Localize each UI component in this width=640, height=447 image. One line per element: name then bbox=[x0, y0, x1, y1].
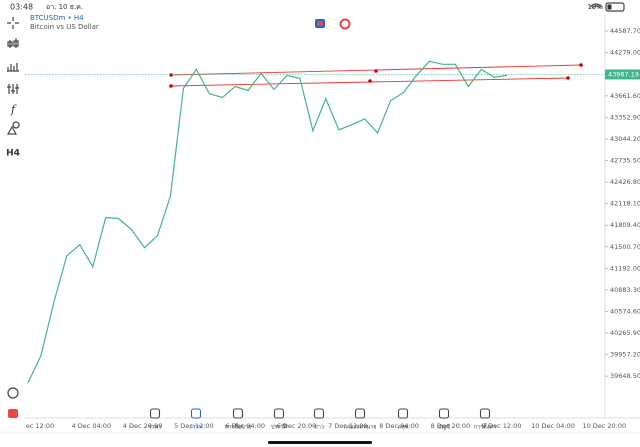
tab-item[interactable]: กล่องจดหมาย bbox=[343, 408, 377, 431]
tab-label: ราคา bbox=[149, 425, 162, 431]
tab-item[interactable]: บัญชี bbox=[438, 408, 450, 431]
tab-icon bbox=[149, 408, 161, 419]
tab-item[interactable]: กราฟ bbox=[189, 408, 203, 431]
x-tick-label: 4 Dec 20:00 bbox=[123, 422, 163, 430]
y-tick-label: 39648.50 bbox=[610, 372, 640, 380]
y-tick-label: 42118.10 bbox=[610, 200, 640, 208]
buy-sell-inner bbox=[317, 21, 323, 26]
tab-label: การซื้อขาย bbox=[225, 423, 251, 431]
tab-icon bbox=[273, 408, 285, 419]
tab-item[interactable]: ข่าว bbox=[313, 408, 325, 431]
x-tick-label: 6 Dec 20:00 bbox=[277, 422, 317, 430]
tab-icon bbox=[354, 408, 366, 419]
trend-channel[interactable] bbox=[169, 63, 583, 88]
x-tick-label: 4 Dec 04:00 bbox=[72, 422, 112, 430]
tab-label: แชท bbox=[398, 424, 409, 431]
indicators-tool[interactable] bbox=[7, 63, 19, 72]
wifi-icon bbox=[589, 3, 603, 9]
current-price-label: 43967.19 bbox=[608, 70, 639, 78]
crosshair-tool[interactable] bbox=[7, 17, 19, 29]
zoom-tool[interactable] bbox=[7, 387, 19, 399]
status-time: 03:48 bbox=[10, 3, 33, 12]
y-tick-label: 40574.60 bbox=[610, 307, 640, 315]
home-indicator bbox=[268, 441, 372, 444]
current-price-box bbox=[605, 69, 640, 80]
trend-point[interactable] bbox=[169, 73, 173, 77]
tab-item[interactable]: การซื้อขาย bbox=[225, 408, 251, 431]
status-date: อา. 10 ธ.ค. bbox=[46, 3, 83, 11]
function-tool[interactable]: f bbox=[10, 103, 17, 116]
left-toolbar: f H4 bbox=[6, 17, 20, 418]
y-tick-label: 43352.90 bbox=[610, 113, 640, 121]
tab-label: กราฟ bbox=[189, 424, 202, 431]
x-tick-label: 8 Dec 04:00 bbox=[379, 422, 419, 430]
tab-label: การตั้งค่า bbox=[474, 423, 496, 431]
x-tick-label: 5 Dec 12:00 bbox=[174, 422, 214, 430]
x-tick-label: ec 12:00 bbox=[26, 422, 54, 430]
y-tick-label: 41192.00 bbox=[610, 264, 640, 272]
symbol-title: BTCUSDm • H4 bbox=[30, 14, 84, 22]
y-tick-label: 42426.80 bbox=[610, 178, 640, 186]
tab-label: ข่าว bbox=[314, 425, 324, 431]
y-tick-label: 40265.90 bbox=[610, 329, 640, 337]
timeframe-button[interactable]: H4 bbox=[6, 149, 20, 159]
tab-icon bbox=[190, 408, 202, 419]
y-tick-label: 41809.40 bbox=[610, 221, 640, 229]
trend-point[interactable] bbox=[169, 84, 173, 88]
tab-label: กล่องจดหมาย bbox=[343, 425, 376, 431]
tab-icon bbox=[479, 408, 491, 419]
y-tick-label: 43044.20 bbox=[610, 135, 640, 143]
x-tick-label: 10 Dec 04:00 bbox=[531, 422, 575, 430]
tab-icon bbox=[397, 408, 409, 419]
tab-item[interactable]: ราคา bbox=[149, 408, 162, 431]
tab-item[interactable]: การตั้งค่า bbox=[474, 408, 496, 431]
tab-label: บัญชี bbox=[438, 424, 450, 431]
y-tick-label: 41500.70 bbox=[610, 243, 640, 251]
battery-level bbox=[607, 4, 612, 10]
chart-type-tool[interactable] bbox=[7, 38, 19, 48]
x-tick-label: 8 Dec 20:00 bbox=[431, 422, 471, 430]
one-click-button[interactable] bbox=[339, 18, 351, 30]
y-tick-label: 39957.20 bbox=[610, 351, 640, 359]
tab-item[interactable]: ประวัติ bbox=[271, 408, 287, 431]
tab-icon bbox=[313, 408, 325, 419]
y-tick-label: 42735.50 bbox=[610, 157, 640, 165]
objects-tool[interactable] bbox=[6, 121, 20, 135]
trend-point[interactable] bbox=[368, 79, 372, 83]
x-tick-label: 6 Dec 04:00 bbox=[225, 422, 265, 430]
trend-point[interactable] bbox=[566, 76, 570, 80]
settings-tool[interactable] bbox=[7, 84, 19, 94]
tab-icon bbox=[438, 408, 450, 419]
status-battery: 19% bbox=[587, 3, 603, 11]
tab-label: ประวัติ bbox=[271, 424, 287, 431]
battery-icon bbox=[605, 2, 625, 12]
x-tick-label: 9 Dec 12:00 bbox=[482, 422, 522, 430]
y-tick-label: 40883.30 bbox=[610, 286, 640, 294]
trend-point[interactable] bbox=[579, 63, 583, 67]
x-tick-label: 7 Dec 12:00 bbox=[328, 422, 368, 430]
y-tick-label: 44587.70 bbox=[610, 27, 640, 35]
price-line bbox=[27, 60, 508, 383]
symbol-description: Bitcoin vs US Dollar bbox=[30, 23, 99, 31]
trend-point[interactable] bbox=[374, 69, 378, 73]
x-tick-label: 10 Dec 20:00 bbox=[582, 422, 626, 430]
broker-icon[interactable] bbox=[8, 409, 18, 418]
y-tick-label: 43661.60 bbox=[610, 92, 640, 100]
y-tick-label: 44279.00 bbox=[610, 49, 640, 57]
tab-icon bbox=[232, 408, 244, 419]
tab-item[interactable]: แชท bbox=[397, 408, 409, 431]
